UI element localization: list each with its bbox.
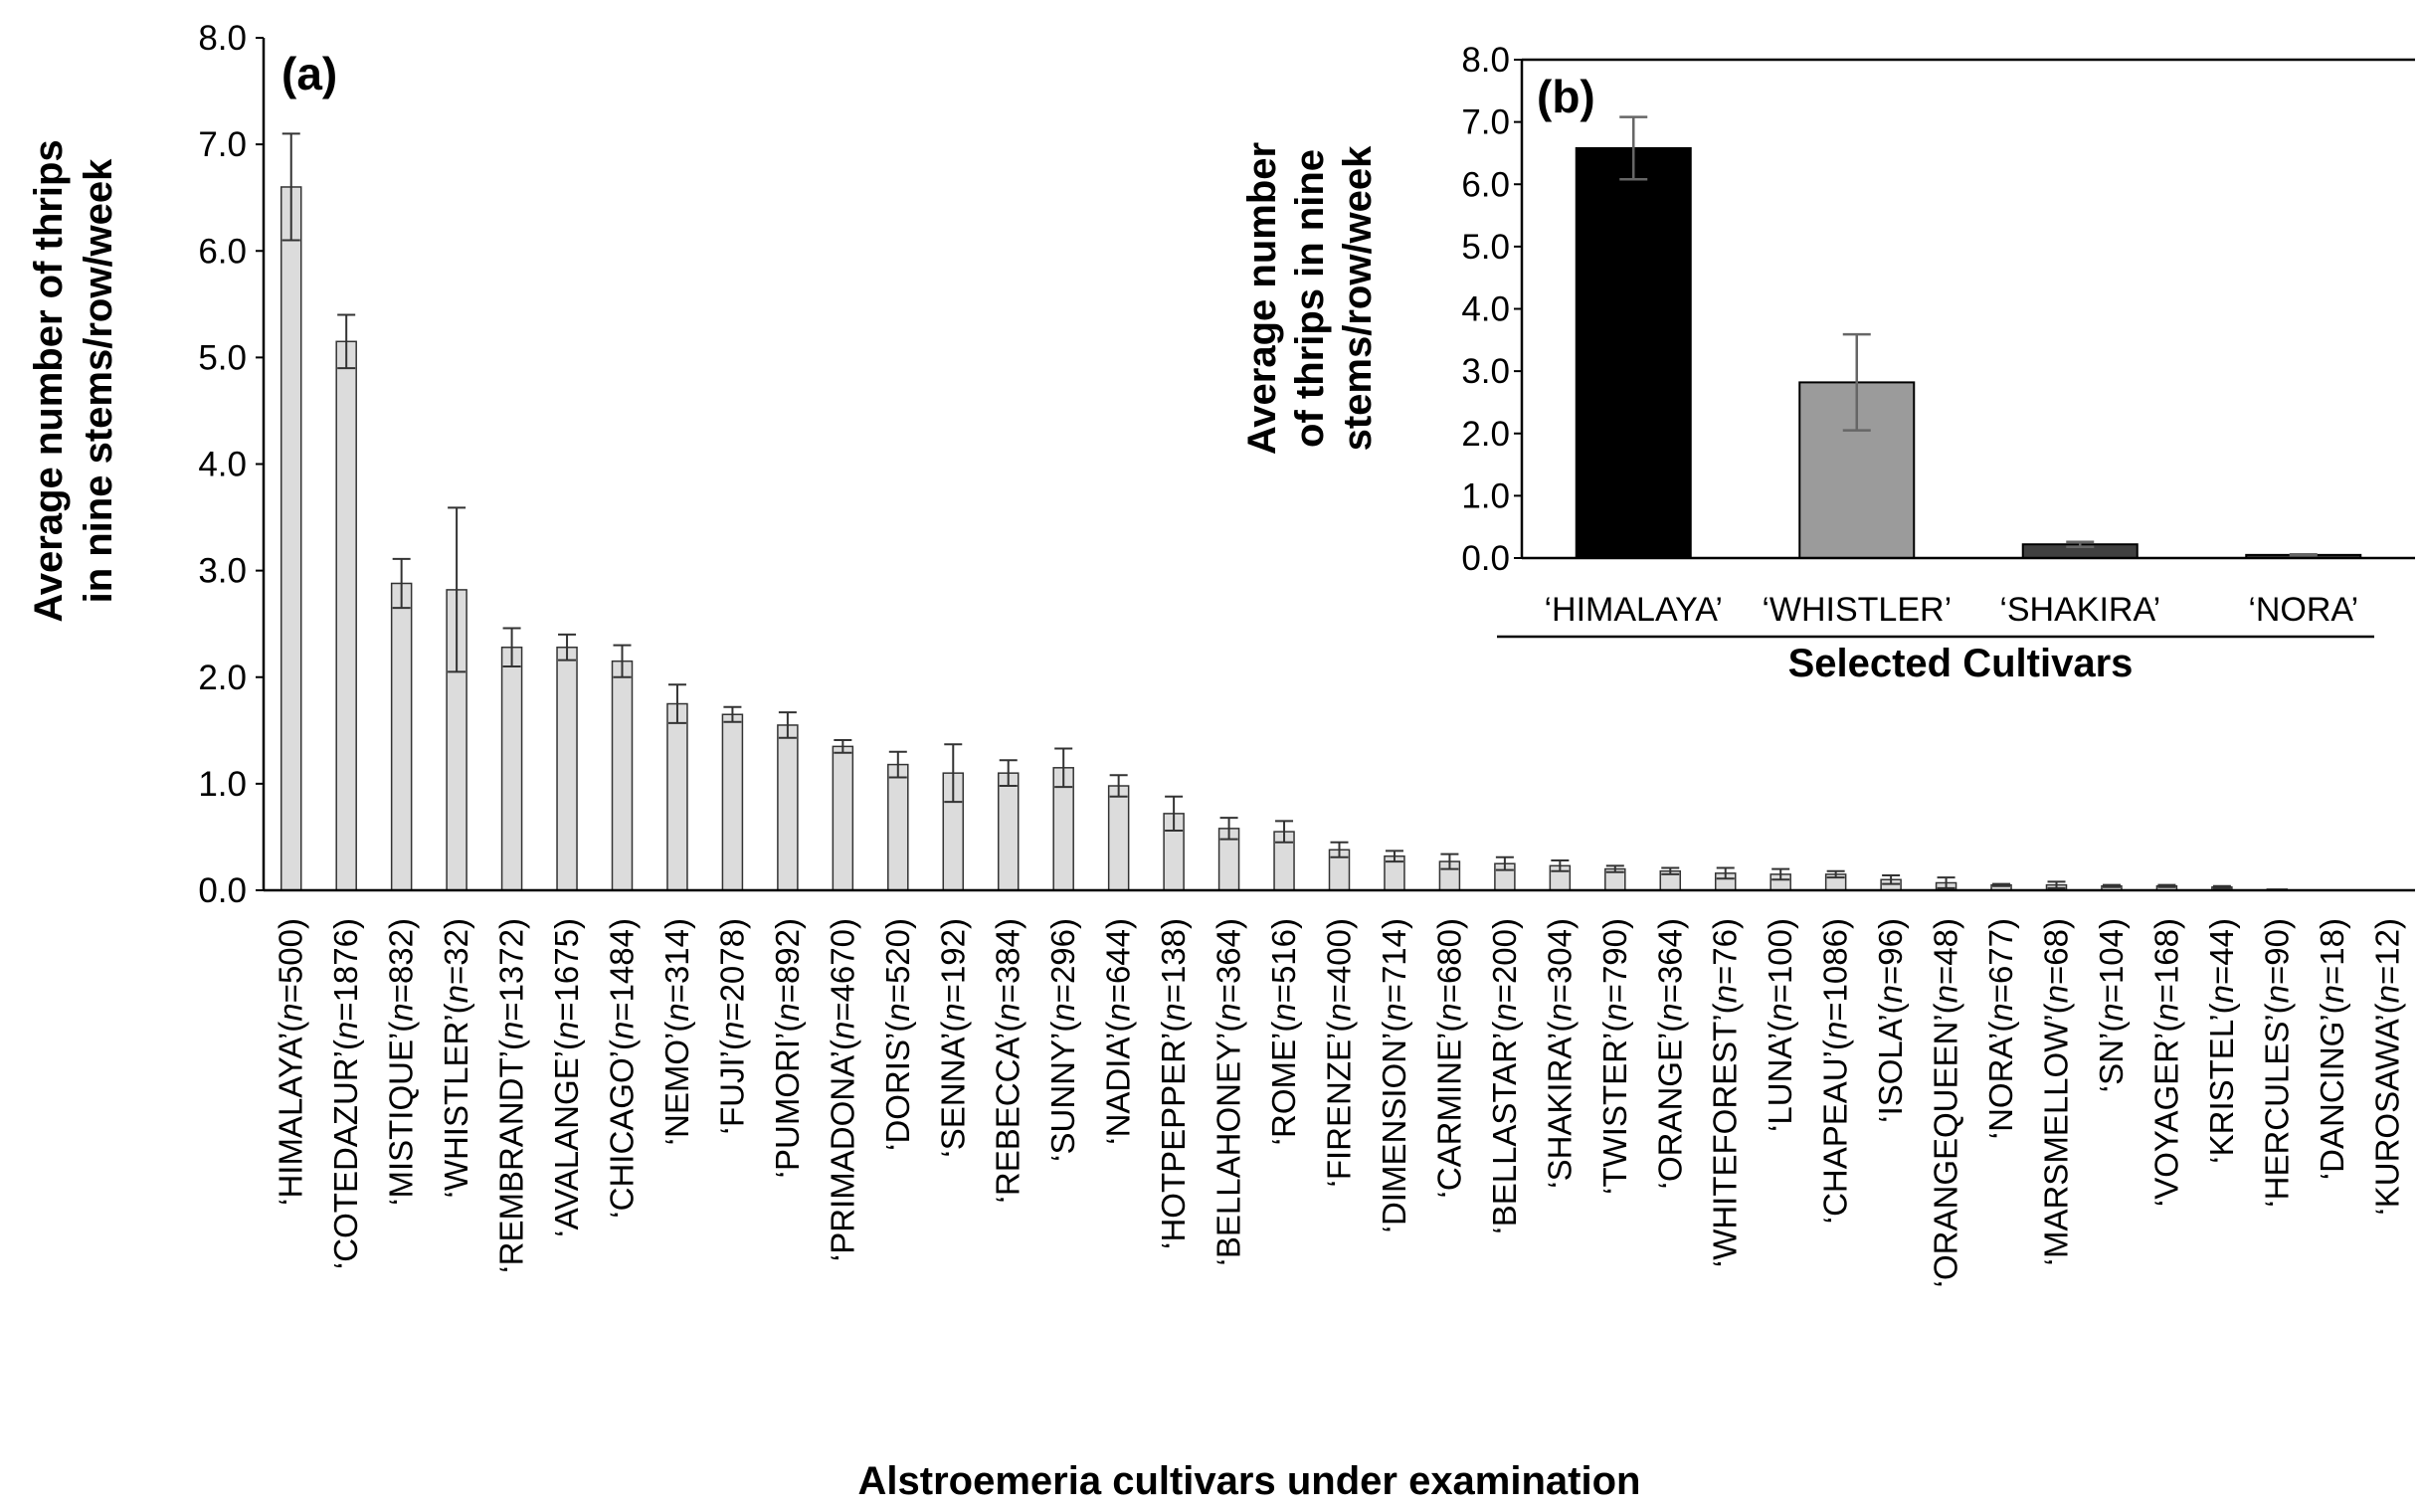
main-category-label: ‘COTEDAZUR’(n=1876) bbox=[327, 918, 364, 1269]
inset-category-labels: ‘HIMALAYA’ ‘WHISTLER’ ‘SHAKIRA’ ‘NORA’ bbox=[1545, 591, 2359, 629]
main-category-label: ‘DANCING’(n=18) bbox=[2314, 918, 2350, 1180]
main-y-tick-label: 8.0 bbox=[198, 19, 247, 58]
main-bar bbox=[666, 702, 688, 891]
main-bar bbox=[279, 186, 302, 891]
main-category-label: ‘ISOLA’(n=96) bbox=[1872, 918, 1909, 1123]
main-category-label: ‘PUMORI’(n=892) bbox=[769, 918, 806, 1178]
inset-y-tick-label: 1.0 bbox=[1461, 476, 1510, 515]
main-error-bars bbox=[281, 132, 2231, 889]
inset-y-tick-label: 2.0 bbox=[1461, 415, 1510, 454]
main-bar bbox=[721, 713, 744, 891]
main-category-label: ‘ROME’(n=516) bbox=[1265, 918, 1302, 1145]
inset-y-axis-title-line-3: stems/row/week bbox=[1336, 145, 1380, 452]
main-category-label: ‘BELLASTAR’(n=200) bbox=[1486, 918, 1523, 1234]
main-category-labels: ‘HIMALAYA’(n=500) ‘COTEDAZUR’(n=1876) ‘MIS… bbox=[273, 918, 2406, 1287]
main-category-label: ‘HOTPEPPER’(n=138) bbox=[1155, 918, 1192, 1249]
inset-category-label: ‘WHISTLER’ bbox=[1762, 591, 1952, 629]
inset-x-axis-title: Selected Cultivars bbox=[1788, 642, 2134, 685]
main-y-tick-label: 5.0 bbox=[198, 338, 247, 377]
main-bar bbox=[556, 647, 578, 891]
inset-category-label: ‘NORA’ bbox=[2248, 591, 2358, 629]
main-bar bbox=[611, 660, 634, 891]
main-category-label: ‘AVALANGE’(n=1675) bbox=[548, 918, 585, 1237]
main-category-label: ‘MARSMELLOW’(n=68) bbox=[2038, 918, 2075, 1265]
main-bar bbox=[777, 724, 799, 891]
main-category-label: ‘TWISTER’(n=790) bbox=[1596, 918, 1633, 1195]
main-bar bbox=[887, 763, 909, 891]
inset-y-tick-label: 7.0 bbox=[1461, 103, 1510, 142]
main-y-tick-label: 2.0 bbox=[198, 659, 247, 697]
inset-y-axis-title-line-2: of thrips in nine bbox=[1288, 149, 1332, 448]
main-category-label: ‘CHAPEAU’(n=1086) bbox=[1817, 918, 1854, 1224]
main-x-axis-title: Alstroemeria cultivars under examination bbox=[858, 1459, 1641, 1503]
inset-y-tick-label: 8.0 bbox=[1461, 41, 1510, 80]
main-category-label: ‘DORIS’(n=520) bbox=[879, 918, 916, 1151]
main-panel-label: (a) bbox=[281, 48, 337, 99]
inset-y-tick-label: 5.0 bbox=[1461, 228, 1510, 267]
main-category-label: ‘WHISTLER’(n=32) bbox=[438, 918, 474, 1199]
main-category-label: ‘CHICAGO’(n=1484) bbox=[604, 918, 641, 1219]
inset-error-bars bbox=[1619, 115, 2318, 557]
main-y-tick-label: 4.0 bbox=[198, 446, 247, 484]
main-category-label: ‘REBECCA’(n=384) bbox=[990, 918, 1026, 1203]
main-category-label: ‘NEMO’(n=314) bbox=[658, 918, 695, 1145]
main-category-label: ‘HERCULES’(n=90) bbox=[2258, 918, 2295, 1208]
inset-y-ticks: 0.0 1.0 2.0 3.0 4.0 5.0 6.0 7.0 8.0 bbox=[1461, 41, 1522, 578]
main-category-label: ‘REMBRANDT’(n=1372) bbox=[493, 918, 530, 1273]
main-category-label: ‘HIMALAYA’(n=500) bbox=[273, 918, 309, 1206]
main-bar bbox=[390, 582, 413, 891]
main-y-axis-title-line-2: in nine stems/row/week bbox=[77, 158, 120, 604]
inset-chart: 0.0 1.0 2.0 3.0 4.0 5.0 6.0 7.0 8.0 ‘HIMALAYA’ ‘W… bbox=[1240, 41, 2417, 685]
main-category-label: ‘ORANGE’(n=364) bbox=[1651, 918, 1688, 1189]
main-category-label: ‘PRIMADONA’(n=4670) bbox=[824, 918, 860, 1261]
main-category-label: ‘SENNA’(n=192) bbox=[934, 918, 971, 1158]
inset-bar bbox=[1575, 146, 1692, 560]
inset-y-tick-label: 4.0 bbox=[1461, 290, 1510, 329]
main-category-label: ‘MISTIQUE’(n=832) bbox=[383, 918, 420, 1206]
main-bar bbox=[832, 745, 854, 891]
main-bar bbox=[500, 647, 523, 891]
main-category-label: ‘CARMINE’(n=680) bbox=[1430, 918, 1467, 1199]
main-category-label: ‘SN’(n=104) bbox=[2093, 918, 2130, 1092]
main-y-tick-label: 6.0 bbox=[198, 232, 247, 271]
main-category-label: ‘NORA’(n=677) bbox=[1982, 918, 2019, 1139]
main-y-ticks: 0.0 1.0 2.0 3.0 4.0 5.0 6.0 7.0 8.0 bbox=[198, 19, 264, 910]
main-category-label: ‘KRISTEL’(n=44) bbox=[2203, 918, 2240, 1164]
main-category-label: ‘SUNNY’(n=296) bbox=[1044, 918, 1081, 1162]
main-y-tick-label: 3.0 bbox=[198, 552, 247, 591]
main-category-label: ‘KUROSAWA’(n=12) bbox=[2368, 918, 2405, 1216]
inset-category-label: ‘SHAKIRA’ bbox=[1999, 591, 2160, 629]
inset-background bbox=[1422, 55, 2417, 572]
main-category-label: ‘BELLAHONEY’(n=364) bbox=[1210, 918, 1247, 1265]
main-category-label: ‘NADIA’(n=644) bbox=[1100, 918, 1137, 1145]
main-y-tick-label: 0.0 bbox=[198, 871, 247, 910]
main-category-label: ‘VOYAGER’(n=168) bbox=[2147, 918, 2184, 1207]
inset-y-tick-label: 6.0 bbox=[1461, 165, 1510, 204]
main-bar bbox=[997, 772, 1020, 891]
inset-y-axis-title-line-1: Average number bbox=[1240, 142, 1284, 455]
main-y-axis-title-line-1: Average number of thrips bbox=[27, 139, 71, 622]
main-bars bbox=[279, 186, 2289, 891]
main-category-label: ‘LUNA’(n=100) bbox=[1762, 918, 1798, 1132]
inset-y-tick-label: 0.0 bbox=[1461, 539, 1510, 578]
main-category-label: ‘WHITEFOREST’(n=76) bbox=[1707, 918, 1744, 1267]
main-chart: 0.0 1.0 2.0 3.0 4.0 5.0 6.0 7.0 8.0 ‘HIMALAYA’(n… bbox=[27, 19, 2415, 1503]
main-bar bbox=[1107, 785, 1130, 891]
main-category-label: ‘DIMENSION’(n=714) bbox=[1376, 918, 1412, 1232]
main-category-label: ‘FIRENZE’(n=400) bbox=[1321, 918, 1358, 1188]
main-category-label: ‘ORANGEQUEEN’(n=48) bbox=[1928, 918, 1964, 1287]
main-bar bbox=[335, 340, 357, 891]
main-y-tick-label: 1.0 bbox=[198, 765, 247, 804]
inset-panel-label: (b) bbox=[1537, 71, 1595, 122]
main-y-tick-label: 7.0 bbox=[198, 125, 247, 164]
main-category-label: ‘FUJI’(n=2078) bbox=[713, 918, 750, 1134]
main-category-label: ‘SHAKIRA’(n=304) bbox=[1541, 918, 1578, 1189]
inset-category-label: ‘HIMALAYA’ bbox=[1545, 591, 1723, 629]
inset-y-tick-label: 3.0 bbox=[1461, 352, 1510, 391]
